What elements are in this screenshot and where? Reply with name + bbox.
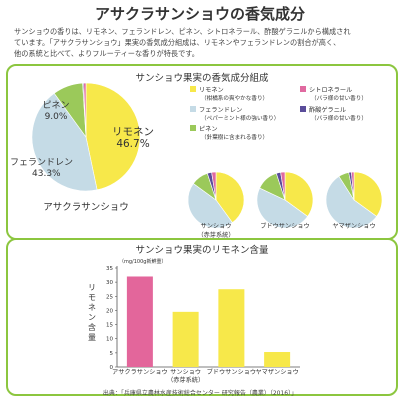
bar-category-label: サンショウ: [170, 368, 201, 376]
bar-y-label-char: 含: [88, 322, 96, 332]
limonene-panel: サンショウ果実のリモネン含量: [6, 238, 398, 396]
small-pie-1-slice-citronellal: [211, 171, 217, 201]
small-pie-label: （赤芽系統）: [197, 231, 234, 239]
bar-unit-label: （mg/100g新鮮重）: [119, 258, 166, 265]
small-pie-1-slice-limonene: [215, 171, 245, 224]
main-pie-label: アサクラサンショウ: [43, 202, 129, 213]
intro-line: サンショウの香りは、リモネン、フェランドレン、ピネン、シトロネラール、酢酸ゲラニ…: [14, 27, 351, 36]
bar-y-tick-label: 10: [106, 337, 113, 343]
bar-y-label-char: 量: [88, 333, 96, 342]
main-pie-slice-limonene: [85, 82, 141, 191]
bar-y-tick-label: 25: [106, 294, 113, 300]
small-pie-2-slice-phellandrene: [256, 187, 309, 229]
bar-1: [172, 311, 199, 367]
bar-0: [126, 276, 153, 367]
main-pie-slice-phellandrene: [31, 92, 98, 192]
bar-y-label-char: ネ: [88, 303, 96, 312]
main-pie-pct-phellandrene: 43.3%: [32, 169, 61, 179]
legend-desc-geranyl: （バラ様の甘い香り）: [311, 114, 367, 122]
small-pie-label: ヤマザンショウ: [332, 222, 375, 230]
source-note: 出典：「兵庫県立農林水産技術総合センター 研究報告（農業）（2016）」: [102, 390, 298, 397]
main-pie-label-pinene: ピネン: [42, 100, 69, 111]
bar-y-tick-label: 5: [110, 351, 114, 357]
legend-swatch-phellandrene: [190, 106, 196, 112]
bar-3: [264, 352, 291, 367]
bar-category-label: （赤芽系統）: [167, 376, 204, 384]
bar-2: [218, 289, 245, 367]
bar-y-tick-label: 35: [106, 266, 113, 272]
small-pie-1-slice-phellandrene: [187, 183, 233, 229]
small-pie-3-slice-limonene: [353, 171, 383, 217]
legend-name-pinene: ピネン: [199, 126, 218, 133]
bar-y-tick-label: 20: [106, 308, 113, 314]
legend-swatch-limonene: [190, 86, 196, 92]
bar-category-label: ヤマザンショウ: [255, 368, 298, 376]
bar-category-label: アサクラサンショウ: [112, 368, 168, 376]
intro-text: サンショウの香りは、リモネン、フェランドレン、ピネン、シトロネラール、酢酸ゲラニ…: [14, 26, 390, 59]
bar-category-label: ブドウサンショウ: [207, 368, 257, 376]
legend-desc-citronellal: （バラ様の甘い香り）: [311, 94, 367, 102]
bar-y-tick-label: 0: [110, 365, 114, 371]
legend-name-limonene: リモネン: [199, 87, 224, 94]
intro-line: ています。「アサクラサンショウ」果実の香気成分組成は、リモネンやフェランドレンの…: [14, 38, 341, 47]
small-pie-3-slice-citronellal: [351, 171, 355, 201]
bar-y-tick-label: 30: [106, 280, 113, 286]
bar-y-label-char: モ: [88, 293, 96, 302]
page-title: アサクラサンショウの香気成分: [94, 5, 305, 23]
legend-desc-limonene: （柑橘系の爽やかな香り）: [201, 94, 268, 102]
legend-swatch-geranyl: [300, 106, 306, 112]
bar-y-label-char: リ: [88, 283, 96, 292]
main-pie-pct-limonene: 46.7%: [116, 138, 149, 150]
composition-chart-title: サンショウ果実の香気成分組成: [135, 73, 269, 84]
limonene-chart-title: サンショウ果実のリモネン含量: [135, 245, 269, 256]
legend-desc-pinene: （針葉樹に含まれる香り）: [201, 133, 268, 141]
small-pie-2-slice-limonene: [284, 171, 314, 217]
small-pie-2-slice-citronellal: [280, 171, 286, 201]
legend-name-phellandrene: フェランドレン: [199, 107, 242, 114]
small-pie-3-slice-phellandrene: [325, 175, 378, 229]
bar-y-label-char: ン: [88, 313, 96, 322]
main-pie-slice-citronellal: [83, 82, 87, 138]
legend-swatch-pinene: [190, 125, 196, 131]
legend-desc-phellandrene: （ペパーミント様の強い香り）: [201, 114, 279, 122]
bar-y-tick-label: 15: [106, 323, 113, 329]
legend-name-citronellal: シトロネラール: [309, 87, 352, 94]
main-pie-label-limonene: リモネン: [112, 126, 154, 138]
legend-swatch-citronellal: [300, 86, 306, 92]
small-pie-label: サンショウ: [201, 222, 232, 230]
small-pie-label: ブドウサンショウ: [260, 222, 310, 230]
main-pie-label-phellandrene: フェランドレン: [10, 157, 73, 168]
intro-line: 他の系統と比べて、よりフルーティーな香りが特長です。: [14, 49, 199, 58]
main-pie-pct-pinene: 9.0%: [45, 112, 68, 122]
legend-name-geranyl: 酢酸ゲラニル: [309, 106, 346, 114]
